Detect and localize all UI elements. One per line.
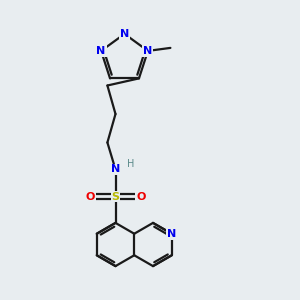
Text: O: O: [136, 191, 146, 202]
Text: N: N: [167, 229, 176, 239]
Text: S: S: [112, 191, 119, 202]
Text: N: N: [120, 29, 129, 39]
Text: O: O: [85, 191, 95, 202]
Text: N: N: [111, 164, 120, 175]
Text: N: N: [97, 46, 106, 56]
Text: N: N: [143, 46, 152, 56]
Text: H: H: [128, 159, 135, 169]
